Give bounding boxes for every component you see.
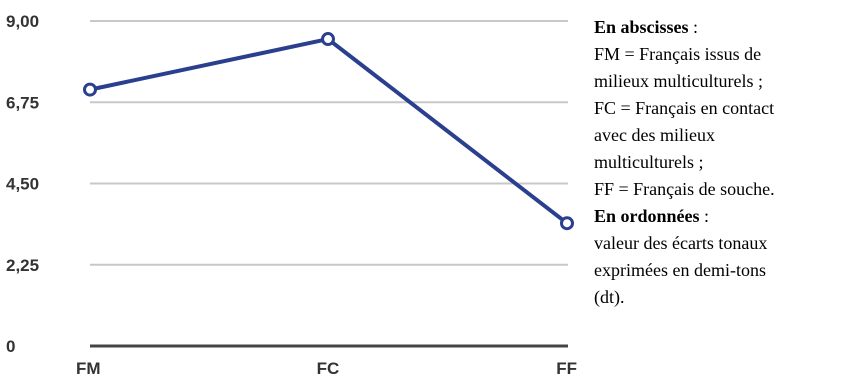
abscissa-line: FF = Français de souche. [594, 179, 775, 199]
ordinate-line: (dt). [594, 287, 625, 307]
x-tick-label: FC [317, 359, 340, 378]
ordinate-heading: En ordonnées : [594, 203, 866, 230]
abscissa-suffix: : [688, 17, 699, 37]
abscissa-line: milieux multiculturels ; [594, 71, 763, 91]
y-tick-label: 6,75 [6, 93, 39, 112]
y-tick-label: 0 [6, 337, 15, 356]
ordinate-line: exprimées en demi-tons [594, 260, 766, 280]
ordinate-suffix: : [699, 206, 710, 226]
abscissa-line: multiculturels ; [594, 152, 704, 172]
legend-panel: En abscisses : FM = Français issus de mi… [594, 14, 866, 311]
series-line [89, 37, 569, 225]
y-tick-label: 9,00 [6, 12, 39, 31]
ordinate-title: En ordonnées [594, 206, 700, 226]
abscissa-line: FC = Français en contact [594, 98, 775, 118]
y-axis-ticks: 0 2,25 4,50 6,75 9,00 [6, 12, 39, 356]
x-axis-ticks: FM FC FF [76, 359, 577, 378]
data-point [321, 32, 335, 47]
ordinate-line: valeur des écarts tonaux [594, 233, 768, 253]
line-chart: 0 2,25 4,50 6,75 9,00 FM FC FF [6, 12, 577, 378]
abscissa-line: avec des milieux [594, 125, 715, 145]
y-tick-label: 2,25 [6, 256, 39, 275]
grid-layer [90, 20, 568, 348]
abscissa-heading: En abscisses : [594, 14, 866, 41]
y-tick-label: 4,50 [6, 175, 39, 194]
series-layer [83, 32, 574, 231]
data-point [560, 216, 574, 231]
x-tick-label: FM [76, 359, 101, 378]
abscissa-line: FM = Français issus de [594, 44, 762, 64]
abscissa-title: En abscisses [594, 17, 689, 37]
data-point [83, 82, 97, 97]
x-tick-label: FF [556, 359, 577, 378]
